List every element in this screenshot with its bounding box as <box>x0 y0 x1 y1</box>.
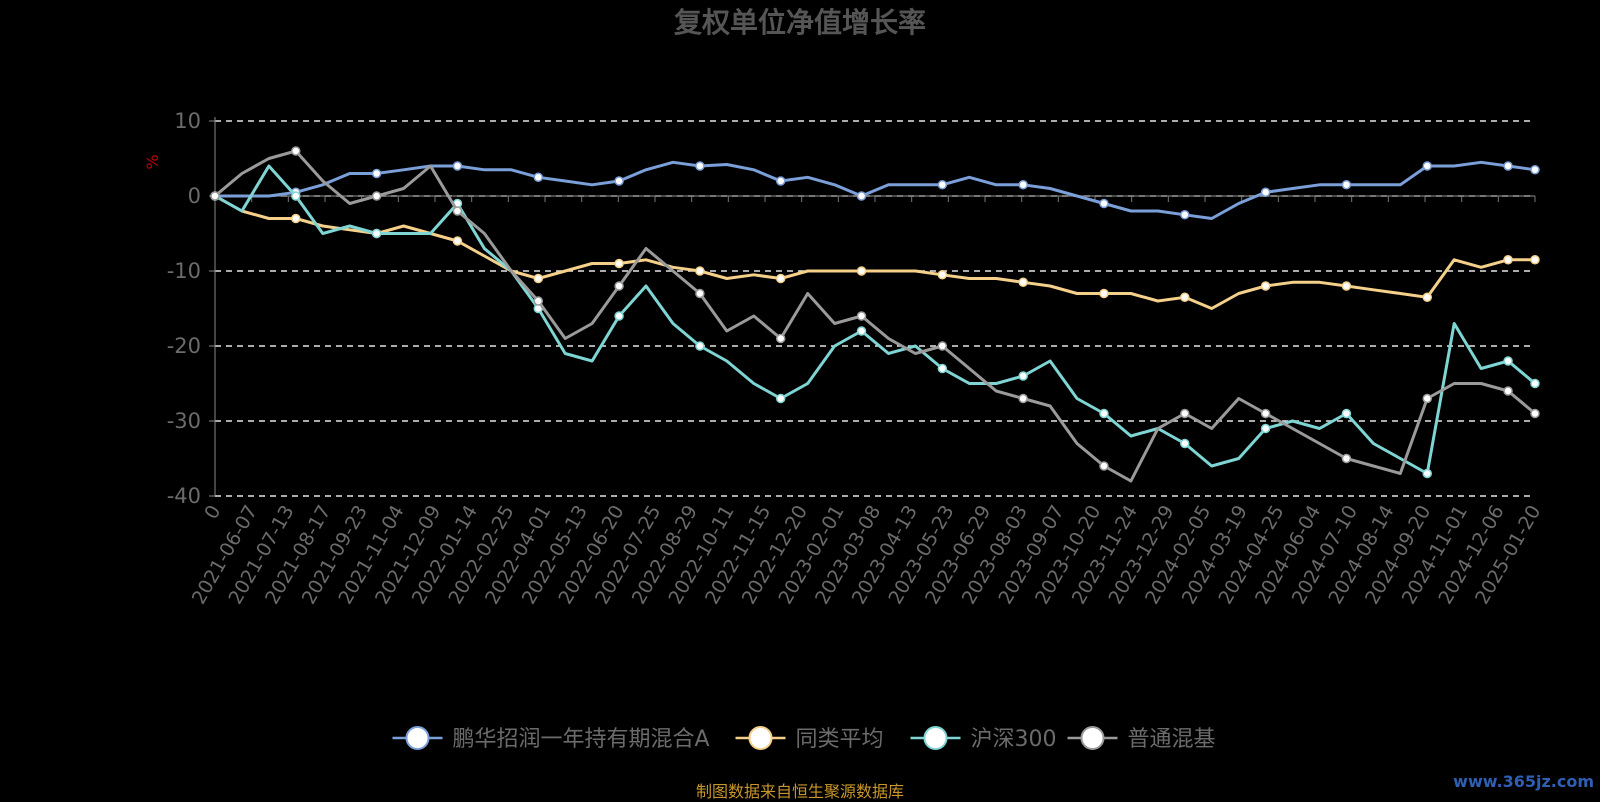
series-point-0 <box>1099 198 1109 209</box>
y-tick-label: -40 <box>167 484 201 508</box>
legend-label: 沪深300 <box>971 727 1057 752</box>
legend-marker <box>405 726 430 750</box>
series-point-3 <box>1503 386 1513 396</box>
legend-item-0[interactable]: 鹏华招润一年持有期混合A <box>392 726 710 752</box>
series-point-2 <box>1503 356 1513 366</box>
series-line-3 <box>214 149 1536 483</box>
legend-item-2[interactable]: 沪深300 <box>910 726 1057 752</box>
grid-lines <box>209 120 1535 497</box>
series-point-3 <box>1018 393 1028 404</box>
series-point-0 <box>1503 161 1513 171</box>
series-point-0 <box>695 161 705 171</box>
series-point-3 <box>1260 408 1271 419</box>
series-point-0 <box>1422 161 1432 171</box>
series-point-2 <box>1018 371 1028 381</box>
y-tick-label: -20 <box>167 334 201 358</box>
series-point-1 <box>775 273 786 284</box>
series-point-0 <box>614 176 624 186</box>
legend-label: 同类平均 <box>796 727 884 752</box>
y-axis-unit: % <box>143 154 162 169</box>
series-point-3 <box>1180 408 1190 419</box>
series-point-3 <box>937 341 948 351</box>
series-point-0 <box>1260 187 1271 197</box>
series-point-2 <box>614 311 624 321</box>
series-point-1 <box>533 273 544 284</box>
series-point-0 <box>1180 210 1190 220</box>
series-point-0 <box>371 168 382 179</box>
legend[interactable]: 鹏华招润一年持有期混合A 同类平均 沪深300 普通混基 <box>392 726 1216 752</box>
series-point-3 <box>1099 461 1109 471</box>
series-point-0 <box>1018 180 1028 190</box>
legend-item-1[interactable]: 同类平均 <box>735 726 884 752</box>
series-point-1 <box>1530 255 1540 265</box>
series-point-1 <box>1260 281 1271 291</box>
series-point-2 <box>856 326 867 336</box>
y-tick-label: -10 <box>167 259 201 283</box>
series-point-3 <box>1530 408 1540 419</box>
series-point-0 <box>1341 180 1352 190</box>
y-tick-label: 0 <box>188 184 201 208</box>
legend-item-3[interactable]: 普通混基 <box>1067 726 1216 752</box>
series-point-2 <box>1099 408 1109 419</box>
series-point-0 <box>775 176 786 186</box>
series-point-0 <box>937 180 948 190</box>
chart-title: 复权单位净值增长率 <box>674 6 926 39</box>
x-tick-labels: 02021-06-072021-07-132021-08-172021-09-2… <box>188 502 1546 609</box>
series-point-2 <box>1180 438 1190 449</box>
series-point-2 <box>775 393 786 404</box>
series-point-1 <box>291 213 301 224</box>
series-point-2 <box>937 363 948 374</box>
series-point-1 <box>614 258 624 269</box>
series-point-3 <box>695 288 705 299</box>
series-line-0 <box>215 160 1536 220</box>
series-point-0 <box>452 161 463 171</box>
watermark: www.365jz.com <box>1453 772 1594 791</box>
series-point-1 <box>1503 255 1513 265</box>
series-point-2 <box>1422 468 1432 479</box>
series-point-1 <box>856 266 867 276</box>
series-point-3 <box>291 146 301 156</box>
axes <box>214 117 1536 496</box>
series-point-1 <box>1018 277 1028 287</box>
legend-label: 鹏华招润一年持有期混合A <box>453 727 710 752</box>
y-tick-label: -30 <box>167 409 201 433</box>
legend-label: 普通混基 <box>1128 727 1216 752</box>
series-point-3 <box>210 191 220 201</box>
legend-marker <box>748 726 773 750</box>
legend-marker <box>923 726 948 750</box>
series-point-1 <box>452 236 463 246</box>
series-line-2 <box>214 164 1536 475</box>
series-point-3 <box>533 296 544 306</box>
y-tick-labels: 10 0 -10 -20 -30 -40 <box>167 109 201 508</box>
series-point-3 <box>452 206 463 216</box>
y-tick-label: 10 <box>174 109 201 133</box>
series-point-2 <box>695 341 705 351</box>
series-point-1 <box>1341 281 1352 291</box>
series-point-3 <box>371 191 382 201</box>
series-point-3 <box>614 281 624 291</box>
legend-marker <box>1080 726 1105 750</box>
series-point-2 <box>291 191 301 201</box>
series-lines <box>210 146 1540 483</box>
series-point-0 <box>533 172 544 182</box>
series-point-2 <box>371 228 382 239</box>
series-point-1 <box>937 270 948 280</box>
series-point-1 <box>1099 288 1109 299</box>
series-point-1 <box>695 266 705 276</box>
series-point-0 <box>1530 165 1540 175</box>
series-point-2 <box>1341 408 1352 419</box>
x-tick-label: 0 <box>200 502 225 523</box>
series-point-2 <box>1530 378 1540 389</box>
series-point-3 <box>1422 393 1432 404</box>
series-point-0 <box>856 191 867 201</box>
series-point-3 <box>775 333 786 344</box>
series-line-1 <box>214 194 1535 310</box>
source-note: 制图数据来自恒生聚源数据库 <box>695 782 904 801</box>
series-point-3 <box>856 311 867 321</box>
series-point-3 <box>1341 453 1352 464</box>
series-point-1 <box>1180 292 1190 302</box>
series-point-2 <box>1260 423 1271 434</box>
series-point-1 <box>1422 292 1432 302</box>
